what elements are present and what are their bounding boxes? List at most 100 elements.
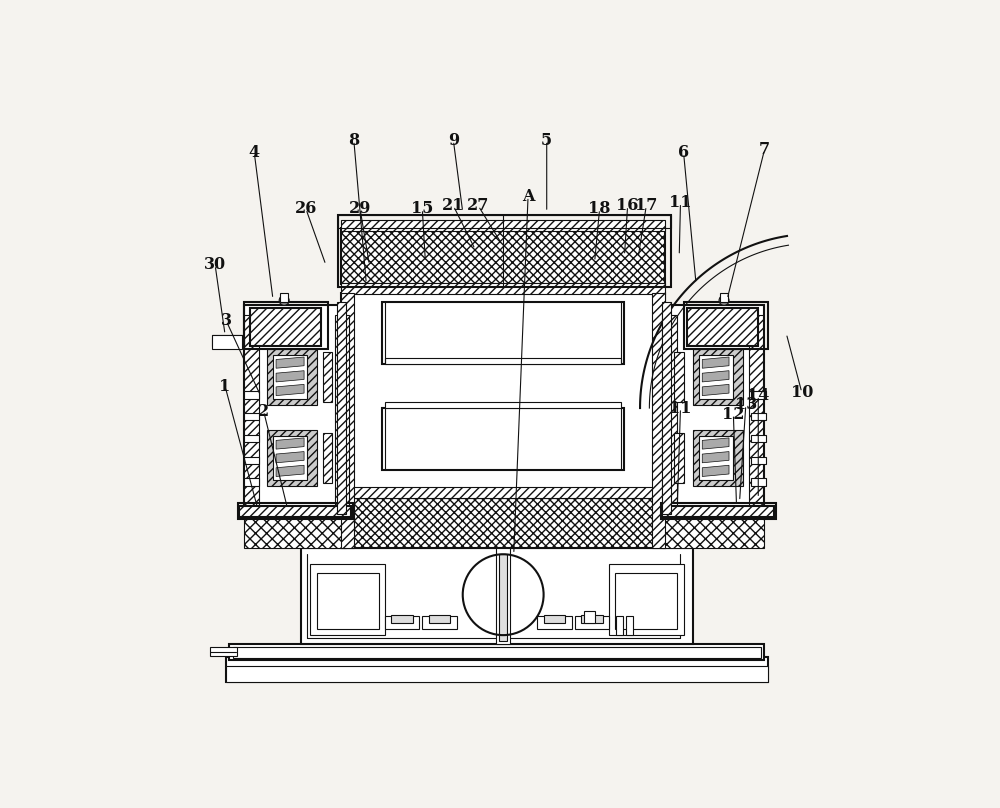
Text: 14: 14	[747, 387, 769, 404]
Bar	[341, 220, 665, 231]
Text: 21: 21	[442, 197, 465, 214]
Bar	[720, 293, 728, 302]
Bar	[674, 433, 684, 482]
Bar	[341, 293, 665, 499]
Text: 29: 29	[349, 200, 371, 217]
Bar	[382, 302, 624, 364]
Bar	[267, 430, 317, 486]
Text: 11: 11	[669, 399, 692, 417]
Text: 1: 1	[219, 378, 231, 395]
Bar	[233, 647, 761, 659]
Bar	[280, 293, 288, 302]
Bar	[693, 430, 743, 486]
Text: 12: 12	[722, 406, 745, 423]
Bar	[226, 667, 768, 682]
Bar	[662, 314, 677, 507]
Bar	[273, 436, 307, 480]
Bar	[341, 283, 665, 294]
Polygon shape	[276, 452, 304, 463]
Bar	[422, 617, 457, 629]
Bar	[662, 305, 764, 514]
Bar	[239, 506, 351, 517]
Bar	[244, 302, 328, 349]
Polygon shape	[276, 371, 304, 382]
Bar	[244, 391, 259, 398]
Text: 10: 10	[791, 384, 813, 401]
Bar	[210, 647, 237, 656]
Bar	[544, 615, 565, 623]
Text: 3: 3	[221, 313, 232, 330]
Bar	[751, 435, 766, 442]
Polygon shape	[702, 465, 729, 477]
Bar	[301, 548, 693, 645]
Polygon shape	[276, 438, 304, 449]
Polygon shape	[341, 293, 354, 548]
Bar	[581, 615, 603, 623]
Bar	[385, 402, 621, 408]
Bar	[615, 573, 677, 629]
Bar	[323, 352, 332, 402]
Bar	[244, 514, 346, 548]
Text: 4: 4	[249, 145, 260, 162]
Bar	[317, 573, 379, 629]
Bar	[250, 309, 321, 346]
Bar	[211, 649, 236, 654]
Bar	[662, 514, 764, 548]
Bar	[244, 457, 259, 464]
Text: 16: 16	[616, 197, 639, 214]
Bar	[699, 356, 733, 398]
Bar	[244, 478, 259, 486]
Bar	[751, 391, 766, 398]
Bar	[496, 548, 510, 645]
Text: 30: 30	[204, 256, 226, 273]
Bar	[229, 645, 764, 660]
Circle shape	[719, 296, 729, 305]
Bar	[391, 615, 413, 623]
Bar	[244, 305, 346, 514]
Polygon shape	[276, 465, 304, 477]
Polygon shape	[276, 385, 304, 396]
Bar	[662, 506, 774, 517]
Bar	[699, 436, 733, 480]
Polygon shape	[702, 371, 729, 382]
Bar	[626, 617, 633, 635]
Text: 7: 7	[759, 141, 770, 158]
Text: A: A	[522, 188, 534, 205]
Bar	[273, 356, 307, 398]
Bar	[684, 302, 768, 349]
Bar	[341, 228, 665, 284]
Bar	[575, 617, 609, 629]
Bar	[337, 302, 346, 514]
Text: 27: 27	[467, 197, 489, 214]
Bar	[751, 457, 766, 464]
Text: 18: 18	[588, 200, 611, 217]
Polygon shape	[702, 385, 729, 396]
Bar	[341, 499, 665, 548]
Bar	[429, 615, 450, 623]
Bar	[310, 564, 385, 635]
Text: 11: 11	[669, 194, 692, 211]
Bar	[751, 413, 766, 420]
Bar	[537, 617, 572, 629]
Text: 5: 5	[541, 132, 552, 149]
Bar	[238, 503, 353, 519]
Polygon shape	[652, 293, 665, 548]
Text: 6: 6	[678, 145, 689, 162]
Text: 13: 13	[735, 397, 757, 414]
Bar	[661, 503, 776, 519]
Polygon shape	[702, 438, 729, 449]
Bar	[244, 413, 259, 420]
Bar	[212, 339, 244, 346]
Bar	[584, 612, 595, 623]
Bar	[338, 215, 671, 287]
Polygon shape	[276, 357, 304, 368]
Text: 17: 17	[635, 197, 657, 214]
Bar	[212, 335, 242, 349]
Bar	[335, 314, 349, 507]
Text: 26: 26	[295, 200, 317, 217]
Text: 9: 9	[448, 132, 459, 149]
Bar	[338, 215, 671, 228]
Bar	[687, 309, 758, 346]
Bar	[662, 302, 671, 514]
Text: 8: 8	[348, 132, 359, 149]
